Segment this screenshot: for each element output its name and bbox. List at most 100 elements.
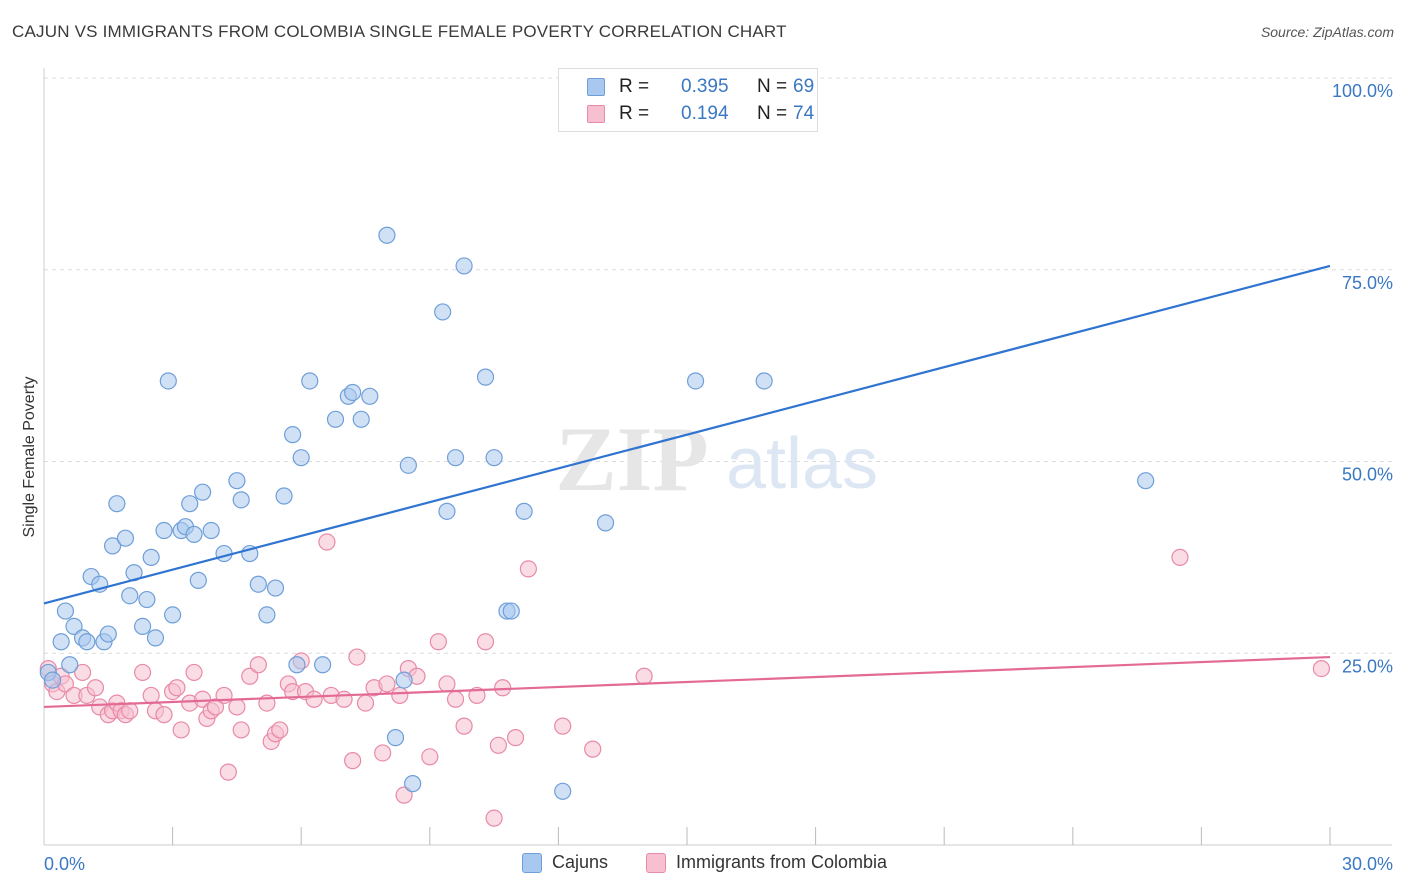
colombia-point — [86, 679, 105, 697]
colombia-point — [446, 690, 465, 708]
cajuns-point — [65, 617, 83, 636]
cajuns-point — [108, 495, 126, 513]
colombia-point — [584, 740, 602, 758]
cajuns-point — [228, 472, 246, 490]
cajuns-point — [138, 590, 156, 609]
cajuns-point — [554, 782, 572, 800]
cajuns-point — [78, 633, 96, 651]
colombia-point — [271, 721, 289, 739]
legend-n-label: N = — [757, 103, 788, 124]
legend-row-cajuns: R = 0.395 N = 69 — [587, 75, 817, 99]
colombia-point — [305, 690, 323, 708]
cajuns-point — [284, 426, 302, 444]
colombia-point — [194, 690, 212, 708]
colombia-point — [489, 736, 507, 754]
colombia-point — [121, 702, 139, 720]
cajuns-point — [395, 671, 413, 689]
colombia-point — [142, 686, 160, 705]
colombia-point — [356, 694, 375, 712]
cajuns-point — [502, 602, 520, 620]
cajuns-point — [232, 491, 250, 509]
colombia-point — [554, 717, 572, 735]
colombia-point — [219, 763, 237, 781]
cajuns-point — [438, 502, 456, 520]
legend-r-label: R = — [619, 76, 650, 97]
colombia-point — [155, 706, 173, 724]
cajuns-point — [103, 537, 122, 555]
y-tick-label: 100.0% — [1332, 81, 1393, 101]
cajuns-point — [266, 579, 285, 597]
cajuns-point — [43, 671, 62, 689]
colombia-point — [391, 686, 409, 705]
cajuns-point — [56, 602, 75, 620]
source-label: Source: ZipAtlas.com — [1260, 24, 1394, 40]
colombia-point — [344, 752, 362, 770]
cajuns-point — [1137, 472, 1155, 490]
cajuns-point — [301, 372, 319, 390]
cajuns-point — [476, 368, 495, 386]
colombia-point — [185, 663, 203, 682]
cajuns-point — [404, 775, 422, 793]
cajuns-point — [434, 303, 452, 321]
cajuns-point — [142, 548, 160, 566]
legend-swatch-cajuns — [587, 78, 605, 96]
y-tick-label: 25.0% — [1342, 656, 1393, 676]
colombia-point — [241, 667, 259, 685]
cajuns-point — [99, 625, 117, 643]
colombia-point — [476, 633, 495, 651]
series-cajuns — [39, 69, 1155, 800]
cajuns-point — [344, 383, 362, 402]
legend-item-colombia[interactable]: Immigrants from Colombia — [646, 852, 887, 873]
colombia-point — [206, 698, 225, 716]
legend-n-label: N = — [757, 76, 788, 97]
colombia-point — [133, 663, 152, 682]
legend-r-label: R = — [619, 103, 650, 124]
legend-swatch-colombia — [646, 852, 666, 873]
colombia-trend-line — [43, 655, 1331, 709]
cajuns-point — [596, 514, 615, 532]
cajuns-point — [116, 529, 135, 547]
colombia-point — [249, 656, 267, 674]
legend-label-cajuns: Cajuns — [552, 852, 609, 872]
colombia-point — [635, 667, 653, 685]
cajuns-point — [164, 606, 182, 624]
cajuns-trend-line — [43, 264, 1331, 605]
colombia-point — [374, 744, 392, 762]
watermark-atlas: atlas — [726, 424, 878, 504]
colombia-point — [519, 560, 537, 578]
colombia-point — [421, 748, 439, 766]
cajuns-point — [181, 495, 199, 513]
cajuns-point — [215, 544, 233, 563]
colombia-point — [395, 786, 413, 804]
colombia-point — [1312, 659, 1331, 678]
colombia-point — [232, 721, 250, 739]
cajuns-point — [386, 729, 405, 747]
cajuns-point — [275, 487, 293, 505]
colombia-point — [468, 686, 486, 705]
gridlines — [44, 77, 1392, 654]
colombia-point — [348, 648, 366, 666]
series-colombia — [39, 533, 1331, 827]
legend-row-colombia: R = 0.194 N = 74 — [587, 102, 817, 126]
tick-labels: 25.0% 50.0% 75.0% 100.0% 0.0% 30.0% — [44, 81, 1393, 874]
correlation-legend: R = 0.395 N = 69 R = 0.194 N = 74 — [558, 68, 818, 132]
legend-item-cajuns[interactable]: Cajuns — [522, 852, 608, 873]
cajuns-point — [686, 372, 705, 390]
cajuns-point — [155, 521, 173, 540]
colombia-point — [73, 663, 92, 682]
cajuns-point — [61, 656, 79, 674]
colombia-point — [506, 729, 525, 747]
colombia-point — [378, 675, 396, 693]
trend-lines — [43, 264, 1331, 709]
cajuns-point — [133, 617, 152, 636]
cajuns-point — [314, 656, 332, 674]
colombia-point — [1171, 548, 1189, 566]
cajuns-point — [455, 257, 473, 275]
cajuns-point — [121, 587, 139, 605]
legend-r-value: 0.194 — [681, 103, 729, 124]
colombia-point — [168, 679, 186, 697]
cajuns-point — [378, 226, 396, 244]
cajuns-point — [159, 372, 177, 390]
cajuns-point — [515, 502, 533, 520]
